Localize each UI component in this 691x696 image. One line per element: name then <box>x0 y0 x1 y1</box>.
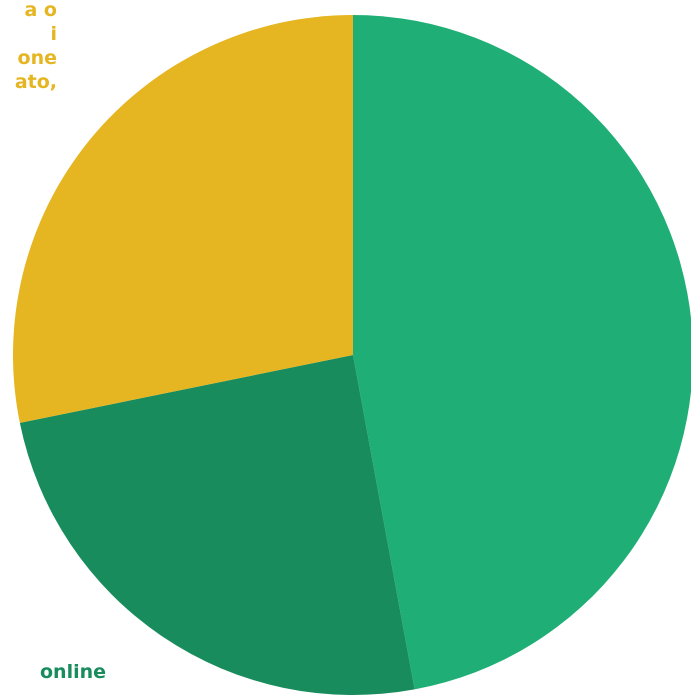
gold-slice-label: a o i one ato, <box>15 0 57 94</box>
gold-label-line-1: a o <box>24 0 58 21</box>
gold-label-line-3: one <box>17 47 57 69</box>
pie-slice-2 <box>19 355 415 696</box>
gold-label-line-4: ato, <box>14 71 57 93</box>
green-slice-label: online <box>40 661 107 683</box>
pie-slice-1 <box>353 15 691 690</box>
gold-label-line-2: i <box>50 23 57 45</box>
pie-slice-3 <box>13 15 354 423</box>
